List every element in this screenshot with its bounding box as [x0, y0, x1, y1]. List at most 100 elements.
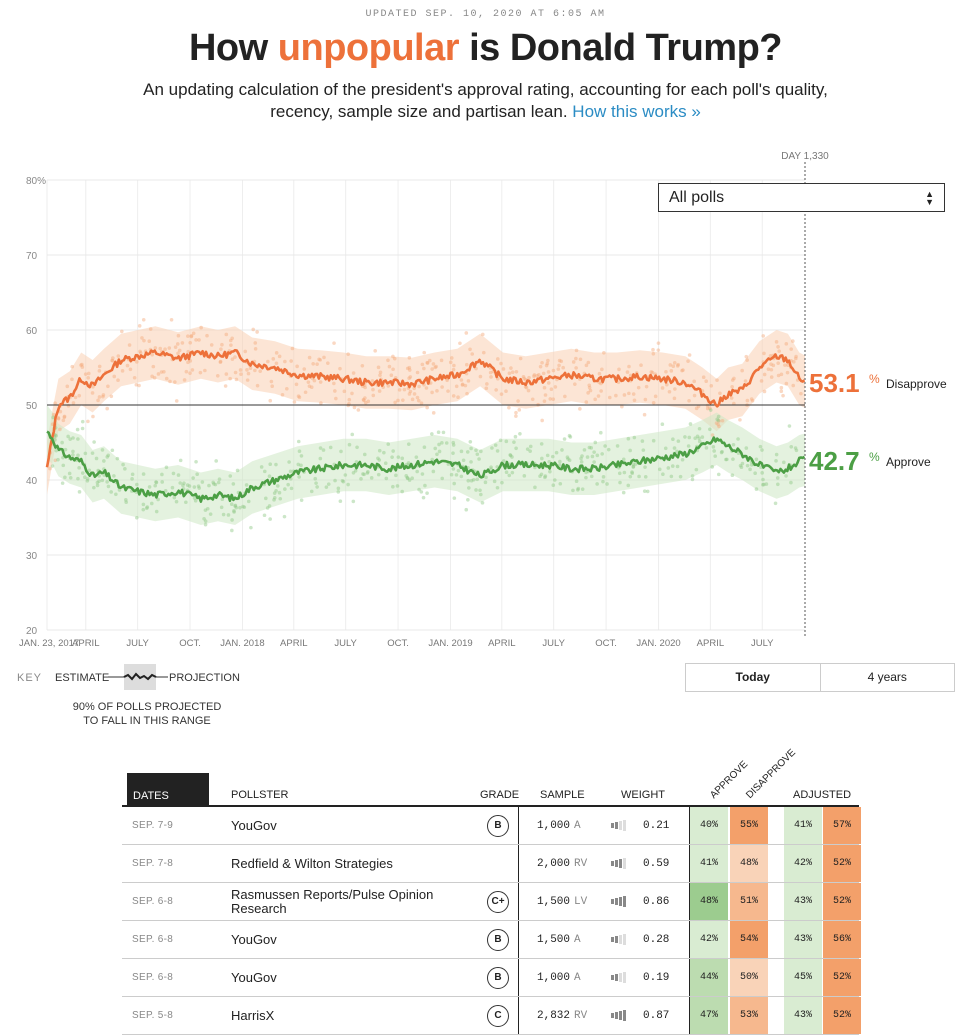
poll-dot	[617, 367, 621, 372]
poll-dot	[532, 374, 536, 379]
table-row[interactable]: SEP. 5-8 HarrisX C 2,832 RV 0.87 47% 53% 43% 52%	[122, 997, 861, 1035]
poll-dot	[100, 478, 105, 483]
poll-dot	[216, 480, 221, 485]
header-grade[interactable]: GRADE	[480, 789, 520, 801]
poll-dot	[311, 361, 315, 366]
poll-dot	[514, 446, 518, 451]
poll-dot	[680, 457, 685, 462]
time-range-toggle[interactable]: Today 4 years	[685, 663, 955, 692]
poll-dot	[483, 480, 488, 485]
row-adjusted-disapprove: 57%	[823, 807, 861, 844]
poll-dot	[543, 475, 547, 480]
poll-dot	[386, 358, 390, 363]
poll-dot	[592, 450, 596, 454]
poll-dot	[154, 480, 158, 484]
poll-dot	[228, 376, 232, 381]
how-this-works-link[interactable]: How this works »	[572, 102, 701, 121]
poll-dot	[688, 422, 693, 426]
poll-dot	[91, 384, 95, 389]
poll-dot	[297, 475, 301, 479]
weight-bar	[619, 1011, 622, 1020]
poll-dot	[202, 516, 206, 521]
uncertainty-band-disapprove	[47, 326, 805, 495]
poll-dot	[134, 382, 139, 387]
header-pollster[interactable]: POLLSTER	[231, 789, 289, 801]
poll-dot	[601, 475, 606, 479]
weight-bar	[623, 820, 626, 831]
poll-dot	[176, 473, 181, 477]
poll-dot	[621, 490, 626, 495]
poll-dot	[389, 373, 394, 378]
poll-dot	[382, 450, 386, 455]
row-pollster[interactable]: YouGov	[231, 969, 277, 985]
poll-dot	[775, 476, 780, 480]
poll-dot	[573, 382, 577, 386]
poll-dot	[405, 476, 410, 480]
weight-bar	[619, 935, 622, 944]
table-row[interactable]: SEP. 6-8 YouGov B 1,500 A 0.28 42% 54% 43% 56%	[122, 921, 861, 959]
row-pollster[interactable]: YouGov	[231, 817, 277, 833]
poll-dot	[618, 480, 622, 485]
poll-dot	[697, 426, 702, 431]
poll-dot	[651, 438, 656, 443]
header-dates[interactable]: DATES	[127, 773, 209, 805]
poll-dot	[597, 371, 602, 376]
poll-dot	[54, 448, 59, 453]
header-sample[interactable]: SAMPLE	[540, 789, 585, 801]
poll-dot	[208, 512, 213, 516]
poll-dot	[408, 375, 413, 379]
header-weight[interactable]: WEIGHT	[621, 789, 665, 801]
poll-dot	[599, 389, 603, 393]
poll-dot	[745, 358, 749, 362]
row-pollster[interactable]: Rasmussen Reports/Pulse Opinion Research	[231, 886, 434, 916]
column-divider	[689, 807, 690, 844]
table-row[interactable]: SEP. 6-8 YouGov B 1,000 A 0.19 44% 50% 45% 52%	[122, 959, 861, 997]
poll-dot	[400, 489, 405, 494]
grade-badge: B	[487, 966, 509, 989]
poll-dot	[154, 480, 159, 485]
poll-type-select[interactable]: All polls ▲ ▼	[658, 183, 945, 212]
poll-dot	[94, 456, 99, 461]
sample-size: 1,500	[537, 895, 571, 908]
poll-dot	[732, 401, 736, 406]
poll-dot	[469, 478, 474, 483]
table-row[interactable]: SEP. 7-9 YouGov B 1,000 A 0.21 40% 55% 41% 57%	[122, 807, 861, 845]
poll-dot	[76, 437, 80, 441]
poll-dot	[338, 366, 342, 371]
poll-dot	[533, 485, 537, 490]
poll-dot	[160, 480, 165, 484]
poll-dot	[436, 430, 441, 434]
weight-bar	[619, 973, 622, 982]
table-row[interactable]: SEP. 6-8 Rasmussen Reports/Pulse Opinion …	[122, 883, 861, 921]
poll-dot	[700, 435, 705, 439]
poll-dot	[296, 462, 301, 467]
poll-dot	[499, 392, 504, 396]
toggle-today[interactable]: Today	[686, 664, 821, 691]
poll-dot	[230, 336, 234, 341]
poll-dot	[622, 393, 627, 397]
poll-dot	[226, 513, 231, 517]
poll-dot	[338, 499, 343, 503]
poll-dot	[458, 341, 462, 346]
poll-dot	[774, 452, 779, 457]
poll-dot	[720, 418, 725, 423]
poll-dot	[302, 367, 307, 371]
poll-dot	[376, 365, 381, 370]
poll-dot	[402, 387, 407, 392]
poll-dot	[274, 488, 278, 493]
row-pollster[interactable]: YouGov	[231, 931, 277, 947]
row-pollster[interactable]: Redfield & Wilton Strategies	[231, 855, 393, 871]
poll-dot	[435, 452, 439, 457]
poll-dot	[588, 388, 593, 393]
poll-dot	[351, 470, 356, 475]
table-row[interactable]: SEP. 7-8 Redfield & Wilton Strategies 2,00…	[122, 845, 861, 883]
poll-dot	[530, 397, 535, 402]
poll-dot	[234, 505, 239, 510]
poll-dot	[672, 446, 677, 450]
row-pollster[interactable]: HarrisX	[231, 1007, 275, 1023]
poll-dot	[383, 461, 388, 466]
poll-dot	[639, 363, 643, 368]
poll-dot	[361, 472, 365, 476]
poll-dot	[716, 418, 721, 423]
toggle-4-years[interactable]: 4 years	[867, 670, 907, 684]
